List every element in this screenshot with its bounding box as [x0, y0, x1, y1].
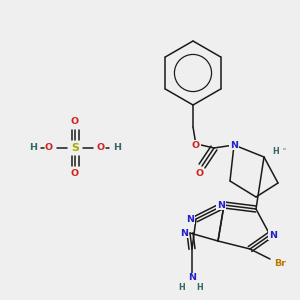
Text: H: H: [273, 146, 279, 155]
Text: N: N: [186, 214, 194, 224]
Text: N: N: [230, 140, 238, 149]
Text: Br: Br: [274, 259, 286, 268]
Text: H: H: [196, 283, 203, 292]
Text: H: H: [178, 283, 185, 292]
Text: N: N: [180, 229, 188, 238]
Text: H: H: [113, 143, 121, 152]
Text: O: O: [71, 118, 79, 127]
Text: H: H: [29, 143, 37, 152]
Text: S: S: [71, 143, 79, 153]
Text: O: O: [192, 140, 200, 149]
Text: N: N: [188, 274, 196, 283]
Text: O: O: [196, 169, 204, 178]
Text: O: O: [71, 169, 79, 178]
Text: N: N: [217, 200, 225, 209]
Text: O: O: [45, 143, 53, 152]
Text: '': '': [282, 147, 286, 153]
Text: N: N: [269, 230, 277, 239]
Text: O: O: [97, 143, 105, 152]
